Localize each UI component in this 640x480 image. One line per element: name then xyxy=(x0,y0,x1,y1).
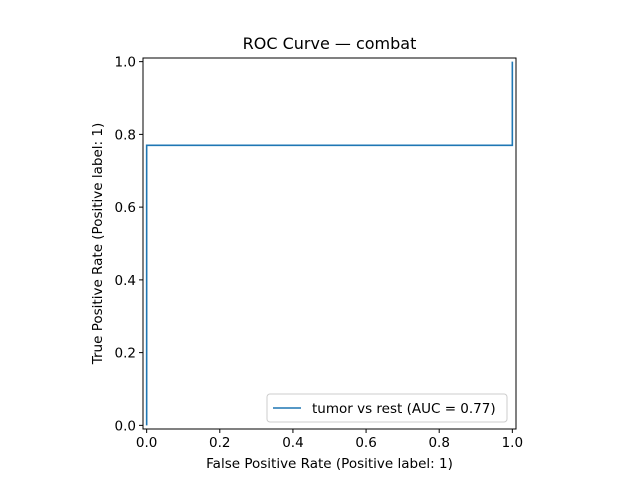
legend-label: tumor vs rest (AUC = 0.77) xyxy=(312,401,496,417)
y-tick-label: 1.0 xyxy=(115,55,136,71)
x-tick-label: 0.4 xyxy=(282,435,303,451)
y-tick-label: 0.4 xyxy=(115,273,136,289)
axes-frame xyxy=(142,57,517,430)
y-tick-label: 0.2 xyxy=(115,346,136,362)
plot-area xyxy=(145,61,514,426)
y-tick-label: 0.0 xyxy=(115,418,136,434)
y-axis-label: True Positive Rate (Positive label: 1) xyxy=(90,123,106,366)
legend-box xyxy=(266,393,508,423)
legend: tumor vs rest (AUC = 0.77) xyxy=(266,393,508,423)
x-tick-label: 0.2 xyxy=(209,435,230,451)
x-axis-ticks: 0.0 0.2 0.4 0.6 0.8 1.0 xyxy=(136,429,523,451)
x-tick-label: 0.8 xyxy=(428,435,449,451)
x-tick-label: 0.6 xyxy=(355,435,376,451)
x-axis-label: False Positive Rate (Positive label: 1) xyxy=(206,456,453,472)
x-tick-label: 0.0 xyxy=(136,435,157,451)
chart-title: ROC Curve — combat xyxy=(243,34,417,53)
y-tick-label: 0.6 xyxy=(115,200,136,216)
y-axis-ticks: 0.0 0.2 0.4 0.6 0.8 1.0 xyxy=(115,55,143,434)
roc-curve-line xyxy=(145,61,514,426)
x-tick-label: 1.0 xyxy=(502,435,523,451)
y-tick-label: 0.8 xyxy=(115,127,136,143)
